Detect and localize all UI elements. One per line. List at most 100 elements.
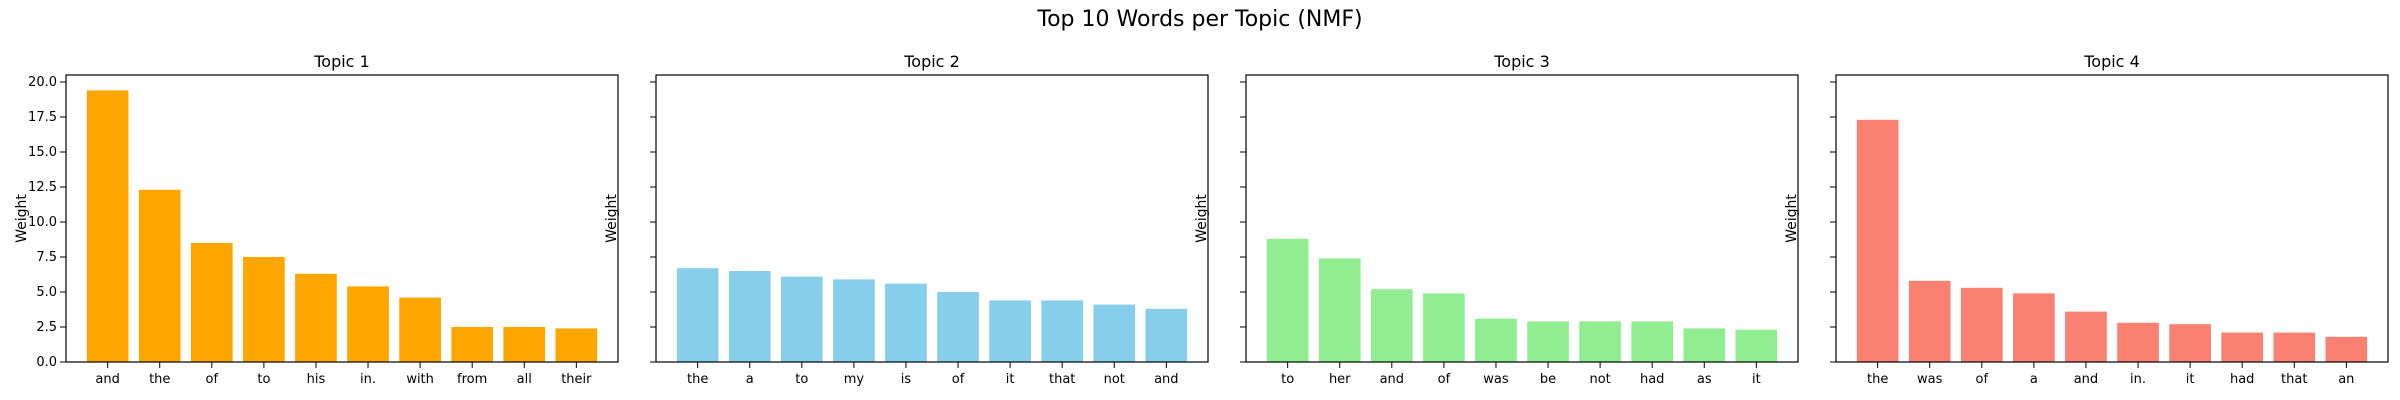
topic-4-bar-was xyxy=(1908,280,1951,362)
topic-2-axes-frame xyxy=(655,74,1209,363)
topic-4-bar-an xyxy=(2325,336,2368,362)
topic-2-bar-the xyxy=(676,268,719,362)
topic-4-xtick-label-3: a xyxy=(2030,372,2038,387)
topic-3-bar-be xyxy=(1527,321,1569,362)
topic-2-xtick-label-9: and xyxy=(1154,372,1178,387)
topic-3-bar-it xyxy=(1735,329,1778,362)
topic-4-bar-a xyxy=(2013,293,2055,362)
topic-chart-4: Topic 4 Weight the was of a and in. it had that an xyxy=(1784,52,2389,387)
topic-4-xtick-label-9: an xyxy=(2338,372,2354,387)
topic-3-bar-had xyxy=(1631,321,1674,362)
topic-2-xtick-label-6: it xyxy=(1006,372,1015,387)
topic-2-bar-a xyxy=(728,271,771,362)
topic-3-xtick-label-5: be xyxy=(1540,372,1556,387)
topic-1-xtick-label-2: of xyxy=(206,372,219,387)
topic-4-xtick-label-4: and xyxy=(2074,372,2098,387)
topic-2-bar-it xyxy=(989,300,1031,362)
topic-3-bar-as xyxy=(1683,328,1726,362)
topic-1-xtick-label-0: and xyxy=(95,372,119,387)
topic-2-bar-and xyxy=(1145,308,1188,362)
topic-3-xtick-label-1: her xyxy=(1329,372,1351,387)
figure-title: Top 10 Words per Topic (NMF) xyxy=(1036,7,1362,32)
topic-1-xtick-label-9: their xyxy=(561,372,592,387)
topic-1-bar-and xyxy=(86,90,129,363)
topic-1-ytick-label-0: 0.0 xyxy=(36,355,57,370)
topic-2-xtick-label-2: to xyxy=(795,372,808,387)
topic-4-bar-that xyxy=(2273,332,2316,362)
topic-2-xtick-label-8: not xyxy=(1104,372,1125,387)
topic-1-xtick-label-7: from xyxy=(457,372,487,387)
topic-3-xtick-label-9: it xyxy=(1752,372,1761,387)
topic-1-ytick-label-5: 12.5 xyxy=(28,180,57,195)
topic-2-bar-is xyxy=(885,283,927,362)
topic-1-bar-with xyxy=(399,297,441,362)
topic-3-xtick-label-0: to xyxy=(1281,372,1294,387)
topic-3-bar-was xyxy=(1475,318,1517,362)
topic-2-ylabel: Weight xyxy=(604,194,620,243)
topic-1-bar-to xyxy=(243,257,285,362)
topic-2-xtick-label-1: a xyxy=(746,372,754,387)
topic-3-ylabel: Weight xyxy=(1194,194,1210,243)
topic-2-title: Topic 2 xyxy=(903,52,960,71)
topic-1-title: Topic 1 xyxy=(313,52,370,71)
topic-3-xtick-label-7: had xyxy=(1640,372,1664,387)
topic-4-xtick-label-7: had xyxy=(2230,372,2254,387)
topic-4-xtick-label-8: that xyxy=(2281,372,2307,387)
topic-1-ytick-label-8: 20.0 xyxy=(28,75,57,90)
topic-1-ytick-label-7: 17.5 xyxy=(28,110,57,125)
topic-3-xtick-label-3: of xyxy=(1438,372,1451,387)
topic-1-xtick-label-4: his xyxy=(307,372,326,387)
topic-1-xtick-label-8: all xyxy=(517,372,532,387)
topic-4-bar-it xyxy=(2169,324,2211,362)
topic-4-xtick-label-0: the xyxy=(1867,372,1888,387)
topic-4-bar-and xyxy=(2065,311,2107,362)
topic-1-bar-the xyxy=(138,189,181,362)
topic-chart-2: Topic 2 Weight the a to my is of it that not and xyxy=(604,52,1209,387)
charts-container: Topic 1 Weight 0.0 2.5 5.0 7.5 10.0 12.5 15.0 17.… xyxy=(14,52,2389,387)
topic-4-bar-had xyxy=(2221,332,2264,362)
topic-2-xtick-label-3: my xyxy=(844,372,865,387)
topic-4-title: Topic 4 xyxy=(2083,52,2140,71)
topic-4-xtick-label-2: of xyxy=(1976,372,1989,387)
topic-3-title: Topic 3 xyxy=(1493,52,1550,71)
topic-3-axes-frame xyxy=(1245,74,1799,363)
topic-1-bar-all xyxy=(503,327,546,362)
topic-1-ytick-label-1: 2.5 xyxy=(36,320,57,335)
topic-1-bar-from xyxy=(451,327,494,362)
topic-2-xtick-label-0: the xyxy=(687,372,708,387)
topic-1-xtick-label-3: to xyxy=(257,372,270,387)
topic-1-axes-frame xyxy=(65,74,619,363)
topic-1-xtick-label-5: in. xyxy=(360,372,376,387)
topic-2-xtick-label-5: of xyxy=(952,372,965,387)
topic-3-xtick-label-2: and xyxy=(1380,372,1404,387)
topic-2-bar-not xyxy=(1093,304,1136,362)
topic-4-axes-frame xyxy=(1835,74,2389,363)
topic-4-xtick-label-5: in. xyxy=(2130,372,2146,387)
topic-3-xtick-label-6: not xyxy=(1589,372,1610,387)
topic-1-ytick-label-3: 7.5 xyxy=(36,250,57,265)
topic-3-bar-to xyxy=(1266,238,1309,362)
topic-1-bar-of xyxy=(190,243,233,362)
topic-2-xtick-label-4: is xyxy=(901,372,912,387)
topic-chart-3: Topic 3 Weight to her and of was be not had as it xyxy=(1194,52,1799,387)
topic-1-ytick-label-4: 10.0 xyxy=(28,215,57,230)
topic-3-xtick-label-8: as xyxy=(1697,372,1712,387)
topic-1-ytick-label-2: 5.0 xyxy=(36,285,57,300)
topic-2-xtick-label-7: that xyxy=(1049,372,1075,387)
topic-4-bar-in. xyxy=(2117,322,2159,362)
topic-chart-1: Topic 1 Weight 0.0 2.5 5.0 7.5 10.0 12.5 15.0 17.… xyxy=(14,52,619,387)
topic-3-bar-of xyxy=(1423,293,1465,362)
topic-2-bar-of xyxy=(937,292,979,362)
topic-4-bar-the xyxy=(1856,119,1899,362)
topic-3-bar-not xyxy=(1579,321,1621,362)
topic-3-bar-and xyxy=(1370,289,1413,362)
topic-1-ylabel: Weight xyxy=(14,194,30,243)
topic-1-xtick-label-1: the xyxy=(149,372,170,387)
topic-2-bar-to xyxy=(780,276,823,362)
topic-4-xtick-label-6: it xyxy=(2186,372,2195,387)
topic-1-bar-his xyxy=(295,273,337,362)
topic-3-xtick-label-4: was xyxy=(1483,372,1509,387)
topic-4-ylabel: Weight xyxy=(1784,194,1800,243)
topic-1-bar-their xyxy=(555,328,598,362)
topic-2-bar-my xyxy=(833,279,875,362)
